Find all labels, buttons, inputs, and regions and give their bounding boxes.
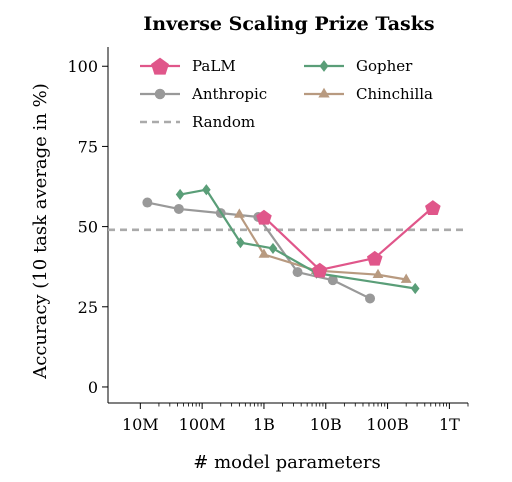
chart-title: Inverse Scaling Prize Tasks [143,13,434,35]
y-tick-label: 50 [78,218,98,237]
series-line-palm [263,206,434,271]
legend-marker-gopher [319,60,329,72]
series-line-gopher [179,188,416,290]
x-tick-label: 1T [439,415,460,434]
legend-label-random: Random [192,113,255,131]
legend-label-anthropic: Anthropic [191,85,267,103]
data-point-gopher [268,242,278,255]
data-point-anthropic [327,275,338,286]
data-point-anthropic [173,203,184,214]
data-point-chinchilla [233,208,245,218]
legend-marker-palm [151,57,169,75]
legend-item-gopher: Gopher [304,57,413,75]
data-point-chinchilla [258,248,270,258]
x-axis-label: # model parameters [193,452,380,473]
legend-label-palm: PaLM [192,57,236,75]
data-point-chinchilla [400,273,412,283]
series-lines [142,184,441,304]
y-tick-label: 100 [67,57,98,76]
axes: 0 25 50 75 100 10M 100M 1B 10B 100B 1T [67,47,469,434]
data-point-gopher [202,184,211,196]
data-point-anthropic [292,267,303,278]
legend-label-chinchilla: Chinchilla [356,85,433,103]
y-tick-label: 75 [78,137,98,156]
y-axis-label: Accuracy (10 task average in %) [30,83,51,380]
data-point-palm [366,250,383,266]
data-point-gopher [410,282,420,295]
series-palm [256,200,441,278]
legend-marker-chinchilla [318,87,330,98]
series-gopher [175,184,420,295]
legend-item-chinchilla: Chinchilla [304,85,433,103]
data-point-anthropic [365,293,376,304]
x-tick-label: 100M [179,415,226,434]
legend-marker-anthropic [154,88,166,100]
legend: PaLM Gopher Anthropic Chinchilla Random [140,57,433,131]
data-point-gopher [236,237,245,249]
y-tick-label: 0 [88,378,98,397]
data-point-gopher [175,188,185,201]
legend-item-palm: PaLM [140,57,236,75]
x-tick-label: 10B [310,415,342,434]
series-anthropic [142,197,376,304]
data-point-anthropic [142,197,153,208]
x-tick-label: 10M [122,415,159,434]
data-point-palm [311,262,328,278]
data-point-palm [256,209,272,225]
data-point-palm [425,200,441,215]
x-tick-label: 1B [253,415,275,434]
legend-label-gopher: Gopher [356,57,413,75]
y-tick-label: 25 [78,298,98,317]
legend-item-anthropic: Anthropic [140,85,267,103]
legend-item-random: Random [140,113,255,131]
x-tick-label: 100B [366,415,408,434]
data-point-chinchilla [372,268,384,279]
